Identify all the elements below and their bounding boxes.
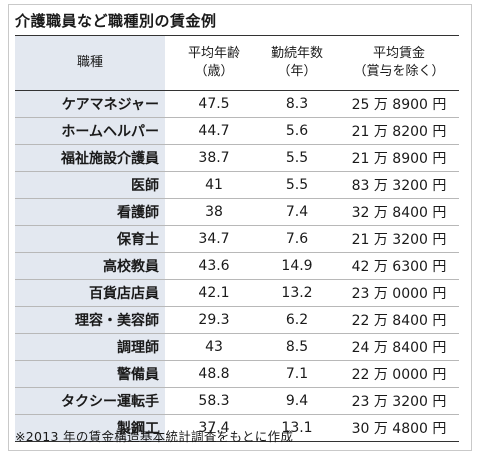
average-wage-cell: 83 万 3200 円 [351,178,447,194]
years-of-service-cell: 7.6 [285,231,309,247]
years-of-service-cell: 9.4 [285,393,309,409]
occupation-cell: 医師 [15,172,165,198]
average-wage-cell: 23 万 3200 円 [351,394,447,410]
years-of-service-cell: 8.5 [285,339,309,355]
header-occupation: 職種 [15,36,165,90]
source-footnote: ※2013 年の賃金構造基本統計調査をもとに作成 [15,429,294,444]
occupation-cell: 百貨店店員 [15,280,165,306]
average-age-cell: 29.3 [198,312,230,328]
table-header-row: 職種 平均年齢 （歳） 勤続年数 （年） 平均賃金 （賞与を除く） [15,36,459,91]
years-of-service-cell: 13.2 [281,285,313,301]
wage-table: 職種 平均年齢 （歳） 勤続年数 （年） 平均賃金 （賞与を除く） ケアマネジャ… [15,35,459,442]
table-row: 看護師 38 7.4 32 万 8400 円 [15,199,459,226]
table-row: ホームヘルパー 44.7 5.6 21 万 8200 円 [15,118,459,145]
average-age-cell: 48.8 [198,366,230,382]
table-row: 警備員 48.8 7.1 22 万 0000 円 [15,361,459,388]
header-age-line2: （歳） [194,64,234,79]
header-occupation-label: 職種 [76,55,103,70]
table-row: ケアマネジャー 47.5 8.3 25 万 8900 円 [15,91,459,118]
years-of-service-cell: 8.3 [285,96,309,112]
average-age-cell: 47.5 [198,96,230,112]
header-years-line2: （年） [277,64,317,79]
average-age-cell: 43.6 [198,258,230,274]
average-age-cell: 38 [205,204,223,220]
average-wage-cell: 22 万 0000 円 [351,367,447,383]
header-average-wage: 平均賃金 （賞与を除く） [333,36,459,90]
years-of-service-cell: 7.4 [285,204,309,220]
average-wage-cell: 21 万 8200 円 [351,124,447,140]
average-age-cell: 42.1 [198,285,230,301]
header-wage-line1: 平均賃金 [372,46,425,61]
wage-table-figure: 介護職員など職種別の賃金例 職種 平均年齢 （歳） 勤続年数 （年） 平均賃金 … [8,4,472,451]
header-years-of-service: 勤続年数 （年） [253,36,333,90]
table-row: タクシー運転手 58.3 9.4 23 万 3200 円 [15,388,459,415]
occupation-cell: タクシー運転手 [15,388,165,414]
average-wage-cell: 23 万 0000 円 [351,286,447,302]
occupation-cell: ケアマネジャー [15,91,165,117]
header-years-line1: 勤続年数 [270,46,323,61]
average-age-cell: 41 [205,177,223,193]
occupation-cell: 理容・美容師 [15,307,165,333]
average-age-cell: 58.3 [198,393,230,409]
header-age-line1: 平均年齢 [187,46,240,61]
years-of-service-cell: 6.2 [285,312,309,328]
years-of-service-cell: 13.1 [281,420,313,436]
average-age-cell: 44.7 [198,123,230,139]
table-row: 調理師 43 8.5 24 万 8400 円 [15,334,459,361]
table-row: 高校教員 43.6 14.9 42 万 6300 円 [15,253,459,280]
average-wage-cell: 32 万 8400 円 [351,205,447,221]
years-of-service-cell: 7.1 [285,366,309,382]
average-age-cell: 38.7 [198,150,230,166]
table-row: 製鋼工 37.4 13.1 30 万 4800 円 [15,415,459,441]
occupation-cell: 福祉施設介護員 [15,145,165,171]
average-wage-cell: 25 万 8900 円 [351,97,447,113]
occupation-cell: 警備員 [15,361,165,387]
table-body: ケアマネジャー 47.5 8.3 25 万 8900 円ホームヘルパー 44.7 5.6 2… [15,91,459,441]
average-wage-cell: 22 万 8400 円 [351,313,447,329]
average-wage-cell: 21 万 3200 円 [351,232,447,248]
years-of-service-cell: 5.6 [285,123,309,139]
occupation-cell: 調理師 [15,334,165,360]
average-age-cell: 37.4 [198,420,230,436]
table-row: 理容・美容師 29.3 6.2 22 万 8400 円 [15,307,459,334]
occupation-cell: 高校教員 [15,253,165,279]
header-wage-line2: （賞与を除く） [353,64,445,79]
occupation-cell: 看護師 [15,199,165,225]
table-row: 百貨店店員 42.1 13.2 23 万 0000 円 [15,280,459,307]
occupation-cell: 保育士 [15,226,165,252]
average-wage-cell: 42 万 6300 円 [351,259,447,275]
header-average-age: 平均年齢 （歳） [165,36,253,90]
average-wage-cell: 30 万 4800 円 [351,421,447,437]
table-row: 保育士 34.7 7.6 21 万 3200 円 [15,226,459,253]
occupation-cell: ホームヘルパー [15,118,165,144]
figure-title: 介護職員など職種別の賃金例 [15,12,217,30]
occupation-cell: 製鋼工 [15,415,165,441]
average-age-cell: 34.7 [198,231,230,247]
table-row: 福祉施設介護員 38.7 5.5 21 万 8900 円 [15,145,459,172]
average-wage-cell: 24 万 8400 円 [351,340,447,356]
years-of-service-cell: 5.5 [285,150,309,166]
average-age-cell: 43 [205,339,223,355]
years-of-service-cell: 14.9 [281,258,313,274]
average-wage-cell: 21 万 8900 円 [351,151,447,167]
table-row: 医師 41 5.5 83 万 3200 円 [15,172,459,199]
years-of-service-cell: 5.5 [285,177,309,193]
